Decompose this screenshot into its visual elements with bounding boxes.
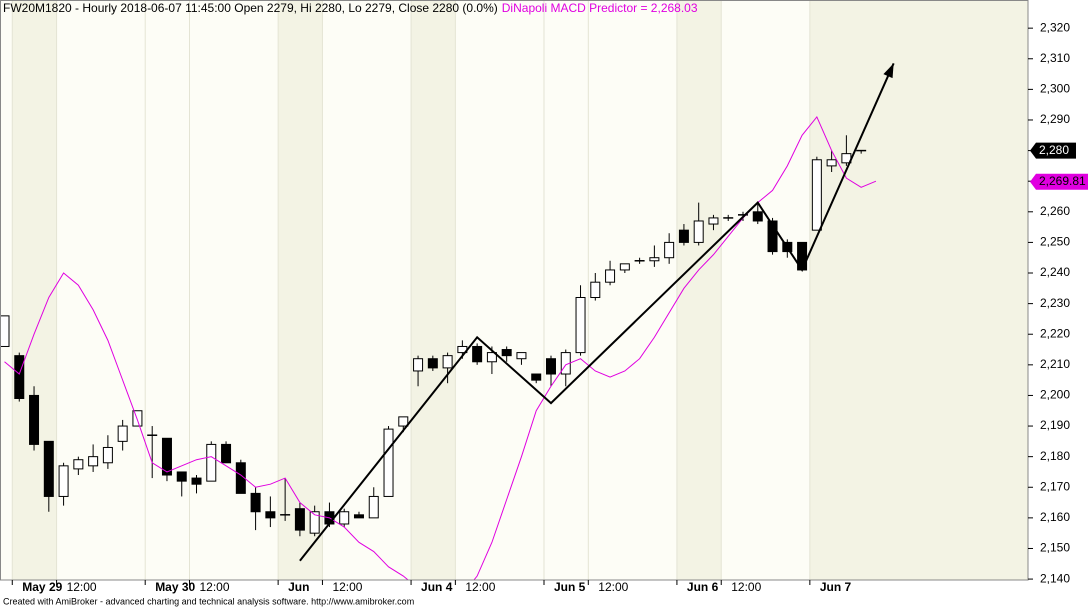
y-tick-label: 2,300 [1040, 82, 1070, 96]
x-tick-label: Jun 4 [421, 580, 453, 594]
y-tick-label: 2,190 [1040, 418, 1070, 432]
candle-body [191, 477, 202, 485]
candle-body [531, 373, 542, 381]
y-tick-label: 2,220 [1040, 326, 1070, 340]
candle-body [678, 229, 689, 243]
x-tick-label: Jun 5 [554, 580, 586, 594]
x-tick-label: 12:00 [67, 580, 97, 594]
y-tick-label: 2,230 [1040, 296, 1070, 310]
x-tick-label: 12:00 [598, 580, 628, 594]
candle-body [339, 511, 350, 525]
candle-body [221, 443, 232, 464]
y-tick-label: 2,320 [1040, 20, 1070, 34]
footer: Created with AmiBroker - advanced charti… [3, 596, 414, 606]
x-tick-label: May 30 [155, 580, 195, 594]
x-tick-label: May 29 [22, 580, 62, 594]
y-tick-label: 2,310 [1040, 51, 1070, 65]
session-band [411, 0, 456, 580]
candle-body [590, 281, 601, 298]
candle-body [235, 462, 246, 494]
candle-body [206, 443, 217, 482]
price-tag [1030, 142, 1076, 159]
candle-body [486, 352, 497, 363]
candle-body [265, 511, 276, 519]
y-tick-label: 2,170 [1040, 479, 1070, 493]
candle-body [58, 465, 69, 497]
arrow-head [883, 63, 894, 79]
session-band [676, 0, 722, 580]
candle-body [413, 358, 424, 372]
candle-body [117, 425, 128, 442]
x-tick-label: 12:00 [731, 580, 761, 594]
y-tick-label: 2,180 [1040, 449, 1070, 463]
zigzag-line [299, 62, 895, 562]
candle-body [826, 159, 837, 167]
y-tick-label: 2,140 [1040, 571, 1070, 585]
candle-body [88, 456, 99, 467]
candle-body [132, 410, 143, 427]
y-tick-label: 2,160 [1040, 510, 1070, 524]
indicator-label: DiNapoli MACD Predictor = 2,268.03 [502, 1, 698, 15]
y-tick-label: 2,250 [1040, 235, 1070, 249]
plot-border [0, 0, 1029, 581]
candle-body [605, 269, 616, 283]
candle-body [102, 446, 113, 464]
candle-body [811, 159, 822, 231]
x-tick-label: Jun [288, 580, 309, 594]
candle-body [176, 471, 187, 482]
candle-body [14, 355, 25, 400]
candle-body [73, 459, 84, 470]
y-tick-label: 2,210 [1040, 357, 1070, 371]
candle-body [427, 358, 438, 369]
candle-body [368, 495, 379, 519]
candle-body [472, 345, 483, 363]
y-tick-label: 2,240 [1040, 265, 1070, 279]
candle-body [708, 217, 719, 225]
y-tick-label: 2,260 [1040, 204, 1070, 218]
x-tick-label: 12:00 [465, 580, 495, 594]
candle-body [693, 220, 704, 243]
candle-body [442, 355, 453, 369]
candle-body [752, 211, 763, 222]
candle-body [161, 437, 172, 476]
x-tick-label: Jun 6 [687, 580, 719, 594]
candle-body [664, 241, 675, 259]
candle-body [294, 508, 305, 531]
candle-body [649, 257, 660, 262]
candle-body [250, 492, 261, 513]
header-info: FW20M1820 - Hourly 2018-06-07 11:45:00 O… [3, 1, 498, 15]
candle-body [309, 511, 320, 534]
candle-body [575, 296, 586, 354]
candle-body [545, 358, 556, 375]
price-tag [1030, 173, 1088, 190]
candle-body [43, 440, 54, 497]
candle-body [398, 416, 409, 427]
session-band [809, 0, 1028, 580]
indicator-line [4, 115, 877, 580]
candle-body [619, 263, 630, 271]
x-tick-label: Jun 7 [820, 580, 852, 594]
candle-body [29, 394, 40, 445]
candle-body [0, 315, 10, 347]
price-tag-label: 2,280 [1039, 143, 1069, 157]
y-tick-label: 2,290 [1040, 112, 1070, 126]
candle-body [767, 220, 778, 253]
candle-body [516, 352, 527, 360]
candle-body [383, 428, 394, 497]
y-tick-label: 2,200 [1040, 388, 1070, 402]
candle-body [353, 514, 364, 519]
y-tick-label: 2,150 [1040, 541, 1070, 555]
x-tick-label: 12:00 [332, 580, 362, 594]
header: FW20M1820 - Hourly 2018-06-07 11:45:00 O… [3, 1, 698, 15]
x-tick-label: 12:00 [200, 580, 230, 594]
candle-body [501, 349, 512, 357]
price-tag-label: 2,269.81 [1039, 174, 1086, 188]
